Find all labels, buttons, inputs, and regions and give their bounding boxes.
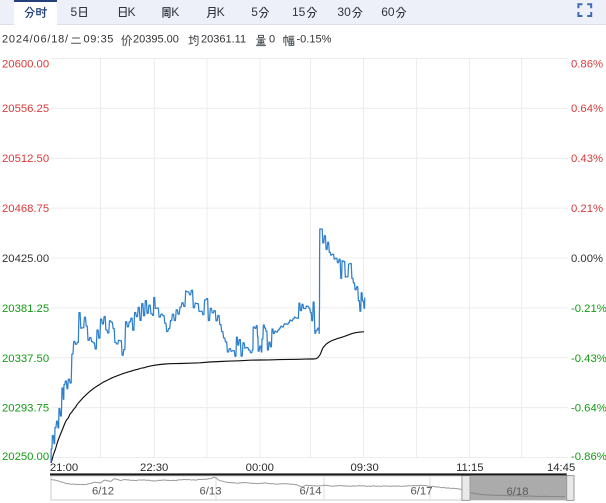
svg-text:K: K <box>171 5 179 19</box>
svg-text:11:15: 11:15 <box>456 462 483 474</box>
svg-text:0.64%: 0.64% <box>571 103 603 115</box>
svg-text:20381.25: 20381.25 <box>2 303 49 315</box>
svg-text:6/14: 6/14 <box>300 486 322 498</box>
svg-text:00:00: 00:00 <box>246 462 274 474</box>
svg-text:6/12: 6/12 <box>92 486 114 498</box>
svg-text:20425.00: 20425.00 <box>2 253 49 265</box>
svg-text:20468.75: 20468.75 <box>2 203 49 215</box>
svg-text:-0.86%: -0.86% <box>571 451 606 463</box>
svg-text:21:00: 21:00 <box>50 462 78 474</box>
svg-text:0.43%: 0.43% <box>571 153 603 165</box>
svg-text:22:30: 22:30 <box>140 462 168 474</box>
svg-text:-0.15%: -0.15% <box>297 34 332 46</box>
svg-text:K: K <box>217 5 225 19</box>
svg-text:5: 5 <box>251 5 258 19</box>
svg-text:0.00%: 0.00% <box>571 253 603 265</box>
svg-text:5: 5 <box>71 5 78 19</box>
svg-text:-0.21%: -0.21% <box>571 303 606 315</box>
svg-text:20395.00: 20395.00 <box>133 34 179 46</box>
svg-text:20250.00: 20250.00 <box>2 451 49 463</box>
svg-text:20293.75: 20293.75 <box>2 403 49 415</box>
svg-text:09:35: 09:35 <box>84 34 115 46</box>
svg-text:0.86%: 0.86% <box>571 59 603 71</box>
svg-text:2024/06/18/: 2024/06/18/ <box>2 34 69 46</box>
svg-text:20361.11: 20361.11 <box>201 34 246 46</box>
svg-text:20337.50: 20337.50 <box>2 353 49 365</box>
svg-text:30: 30 <box>337 5 351 19</box>
svg-text:20556.25: 20556.25 <box>2 103 49 115</box>
svg-text:-0.64%: -0.64% <box>571 403 606 415</box>
svg-text:K: K <box>128 5 136 19</box>
svg-text:60: 60 <box>381 5 395 19</box>
svg-text:15: 15 <box>292 5 306 19</box>
svg-text:6/13: 6/13 <box>200 486 222 498</box>
svg-text:6/17: 6/17 <box>411 486 433 498</box>
svg-text:20512.50: 20512.50 <box>2 153 49 165</box>
svg-text:09:30: 09:30 <box>350 462 378 474</box>
svg-text:-0.43%: -0.43% <box>571 353 606 365</box>
svg-text:20600.00: 20600.00 <box>2 59 49 71</box>
svg-text:14:45: 14:45 <box>547 462 575 474</box>
svg-text:0: 0 <box>269 34 275 46</box>
svg-text:0.21%: 0.21% <box>571 203 603 215</box>
svg-text:6/18: 6/18 <box>507 486 529 498</box>
